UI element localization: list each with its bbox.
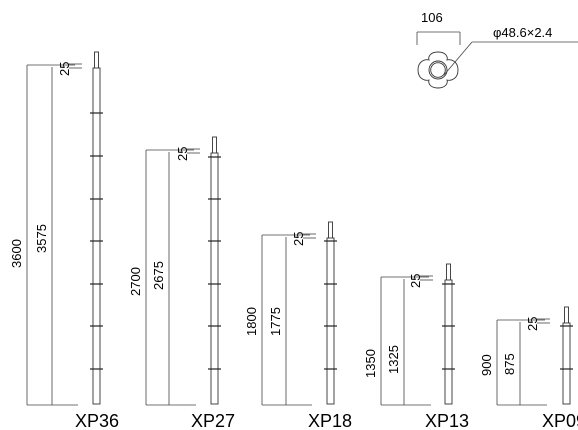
xp09-overall-label: 900 [479,354,494,376]
xp18-spigot [328,221,333,240]
xp09-pipe [562,322,571,405]
xp18-overall-label: 1800 [244,307,259,336]
xp36-pipe-label: 3575 [34,224,49,253]
pipe-leader-line [443,41,473,76]
xp18-model-label: XP18 [308,411,352,430]
xp18-post [324,221,337,405]
xp09-offset-label: 25 [525,317,540,331]
xp27-post [208,136,221,405]
xp36-offset-label: 25 [57,62,72,76]
cross-section: 106 φ48.6×2.4 [416,10,578,89]
xp36-post [90,51,103,405]
xp09-spigot [564,306,569,325]
xp27-pipe [210,152,219,405]
xp18-pipe [326,237,335,405]
xp13-post [442,263,455,405]
post-xp36: 3600 3575 25 XP36 [9,51,119,430]
xp18-offset-label: 25 [291,232,306,246]
xp27-pipe-label: 2675 [151,261,166,290]
xp09-pipe-label: 875 [502,353,517,375]
xp27-overall-label: 2700 [128,267,143,296]
post-xp18: 1800 1775 25 XP18 [244,221,352,430]
pipe-spec-label: φ48.6×2.4 [493,25,552,40]
xp09-post [560,306,573,405]
xp13-offset-label: 25 [408,274,423,288]
xp13-pipe [444,279,453,405]
xp09-model-label: XP09 [542,411,578,430]
xp36-spigot [94,51,99,70]
xp27-spigot [212,136,217,155]
post-xp13: 1350 1325 25 XP13 [363,263,469,430]
xp18-pipe-label: 1775 [268,307,283,336]
post-xp27: 2700 2675 25 XP27 [128,136,235,430]
xp36-overall-label: 3600 [9,239,24,268]
xp27-offset-label: 25 [175,147,190,161]
xp36-pipe [92,67,101,405]
pipe-section-inner [430,62,446,78]
xp36-model-label: XP36 [75,411,119,430]
xp13-model-label: XP13 [425,411,469,430]
xp13-overall-label: 1350 [363,349,378,378]
post-xp09: 900 875 25 XP09 [479,306,578,430]
xp27-model-label: XP27 [191,411,235,430]
cross-section-width-label: 106 [421,10,443,25]
xp13-spigot [446,263,451,282]
xp13-pipe-label: 1325 [386,345,401,374]
